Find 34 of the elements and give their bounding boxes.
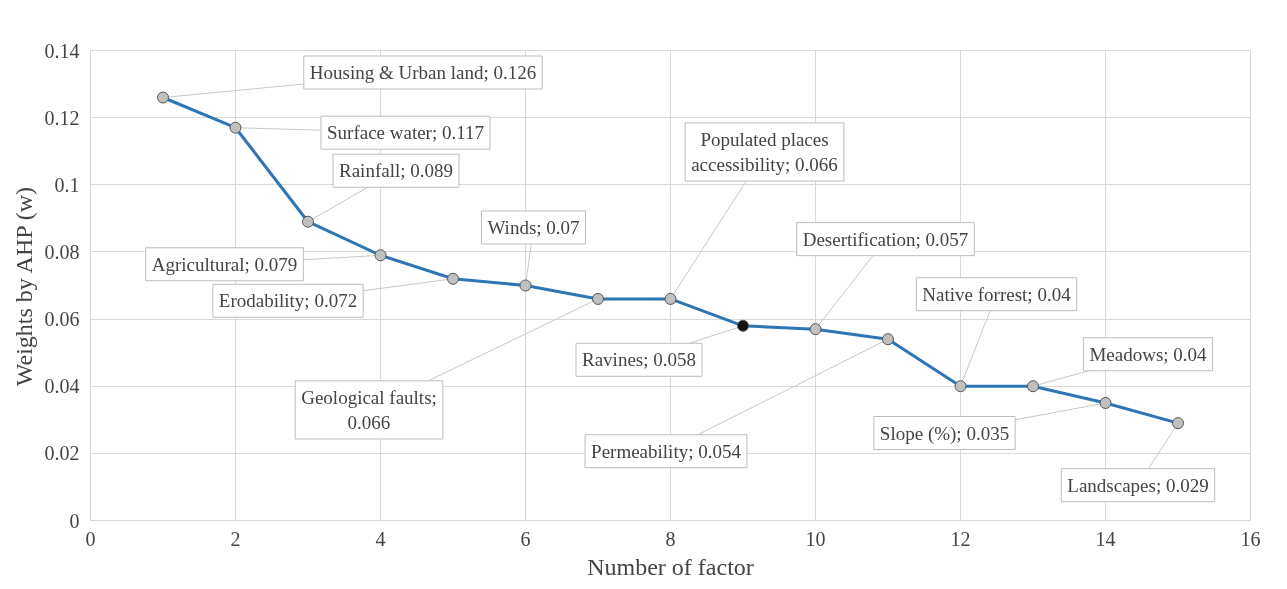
y-tick-label: 0.14 [44, 39, 80, 62]
x-tick-label: 4 [375, 527, 386, 550]
x-tick-label: 2 [230, 527, 241, 550]
x-tick-label: 10 [805, 527, 826, 550]
annotation: Populated places accessibility; 0.066 [691, 128, 838, 176]
y-axis-title: Weights by AHP (w) [10, 187, 37, 387]
annotation: Housing & Urban land; 0.126 [309, 62, 537, 83]
y-tick-label: 0.12 [44, 106, 80, 129]
x-tick-label: 0 [85, 527, 96, 550]
annotation: Surface water; 0.117 [326, 122, 485, 144]
annotation: Native forrest; 0.04 [922, 283, 1072, 305]
x-tick-label: 12 [950, 527, 971, 550]
y-tick-label: 0.02 [44, 442, 80, 465]
x-tick-label: 6 [520, 527, 531, 550]
annotation: Winds; 0.07 [487, 217, 580, 238]
y-tick-label: 0 [69, 509, 80, 532]
annotation: Agricultural; 0.079 [151, 253, 298, 275]
annotation: Ravines; 0.058 [582, 349, 696, 371]
annotation: Slope (%); 0.035 [879, 422, 1010, 445]
annotation: Landscapes; 0.029 [1067, 474, 1209, 496]
y-tick-label: 0.04 [44, 375, 80, 398]
y-tick-label: 0.06 [44, 308, 80, 331]
annotation: Permeability; 0.054 [591, 440, 742, 462]
annotation: Desertification; 0.057 [802, 228, 969, 250]
annotation: Erodability; 0.072 [218, 290, 358, 312]
x-axis-title: Number of factor [587, 553, 754, 580]
x-tick-label: 8 [665, 527, 676, 550]
x-tick-label: 16 [1240, 527, 1261, 550]
x-tick-label: 14 [1095, 527, 1116, 550]
annotation: Rainfall; 0.089 [339, 160, 453, 182]
annotation: Geological faults; 0.066 [301, 386, 437, 434]
annotation: Meadows; 0.04 [1089, 343, 1208, 365]
y-tick-label: 0.08 [44, 240, 80, 263]
y-tick-label: 0.1 [54, 173, 80, 196]
